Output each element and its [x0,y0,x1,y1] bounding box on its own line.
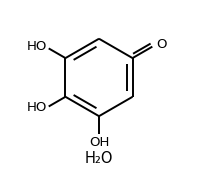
Text: H₂O: H₂O [85,151,113,166]
Text: O: O [156,38,167,51]
Text: HO: HO [27,40,47,54]
Text: HO: HO [27,101,47,114]
Text: OH: OH [89,136,109,149]
